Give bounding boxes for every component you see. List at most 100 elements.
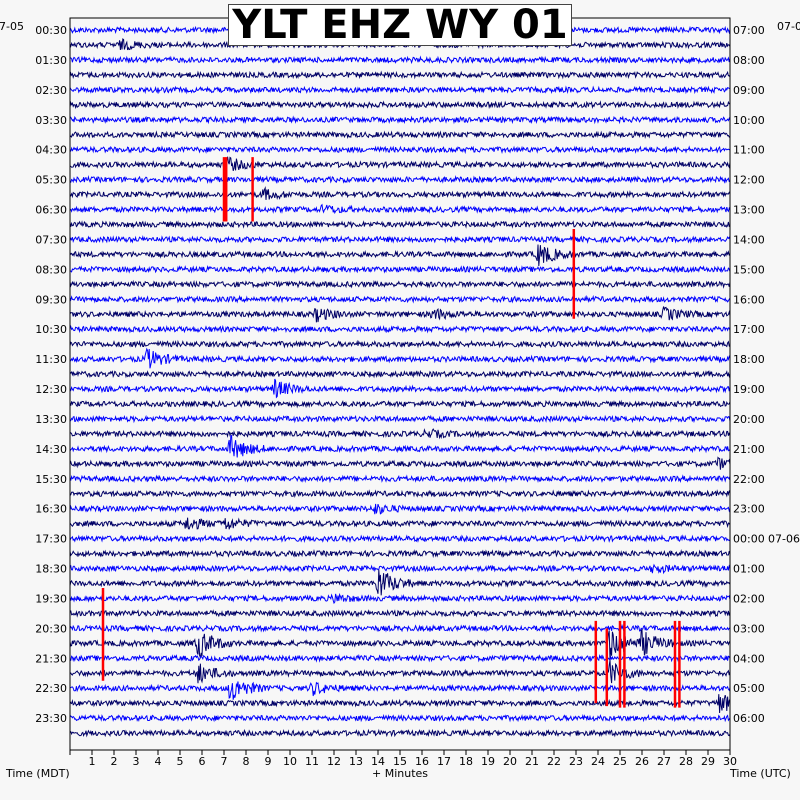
right-time-label: 06:00 — [733, 712, 765, 725]
left-time-label: 23:30 — [35, 712, 67, 725]
x-tick-label: 23 — [569, 755, 583, 768]
left-time-label: 03:30 — [35, 114, 67, 127]
trace-line — [69, 100, 731, 110]
right-time-label: 00:00 — [733, 533, 765, 546]
x-tick-label: 9 — [265, 755, 272, 768]
x-tick-label: 28 — [679, 755, 693, 768]
left-time-label: 18:30 — [35, 563, 67, 576]
trace-line — [69, 414, 731, 424]
right-time-label: 17:00 — [733, 323, 765, 336]
trace-line — [69, 347, 731, 369]
x-tick-label: 18 — [459, 755, 473, 768]
x-tick-label: 22 — [547, 755, 561, 768]
trace-line — [69, 203, 731, 215]
x-axis-ticks: 1 2 3 4 5 6 7 8 9 10 11 12 13 14 15 16 17 18 19 20 21 22 23 24 2… — [69, 750, 737, 768]
left-time-label: 13:30 — [35, 413, 67, 426]
trace-line — [69, 244, 731, 267]
seismic-traces — [69, 25, 731, 738]
left-time-label: 08:30 — [35, 263, 67, 276]
x-tick-label: 3 — [133, 755, 140, 768]
x-tick-label: 29 — [701, 755, 715, 768]
trace-line — [69, 55, 731, 65]
x-tick-label: 14 — [371, 755, 385, 768]
trace-line — [69, 130, 731, 140]
trace-line — [69, 534, 731, 544]
right-axis-title: Time (UTC) — [729, 767, 791, 780]
right-time-label: 23:00 — [733, 503, 765, 516]
x-tick-label: 30 — [723, 755, 737, 768]
trace-line — [69, 434, 731, 458]
trace-line — [69, 569, 731, 596]
left-time-label: 01:30 — [35, 54, 67, 67]
left-time-label: 02:30 — [35, 84, 67, 97]
x-tick-label: 15 — [393, 755, 407, 768]
left-time-label: 22:30 — [35, 682, 67, 695]
trace-line — [69, 145, 731, 155]
x-tick-label: 11 — [305, 755, 319, 768]
trace-line — [69, 563, 731, 575]
left-time-label: 12:30 — [35, 383, 67, 396]
trace-line — [69, 220, 731, 229]
right-time-label: 22:00 — [733, 473, 765, 486]
left-time-label: 20:30 — [35, 622, 67, 635]
right-time-label: 01:00 — [733, 563, 765, 576]
trace-line — [69, 85, 731, 95]
left-time-label: 11:30 — [35, 353, 67, 366]
left-time-label: 17:30 — [35, 533, 67, 546]
left-time-label: 16:30 — [35, 503, 67, 516]
trace-line — [69, 549, 731, 559]
trace-line — [69, 592, 731, 605]
trace-line — [69, 713, 731, 723]
left-time-label: 07:30 — [35, 233, 67, 246]
right-time-label: 08:00 — [733, 54, 765, 67]
left-time-label: 04:30 — [35, 144, 67, 157]
left-time-label: 14:30 — [35, 443, 67, 456]
left-date-label: 07-05 — [0, 20, 24, 33]
right-time-label: 18:00 — [733, 353, 765, 366]
trace-line — [69, 694, 731, 714]
trace-line — [69, 681, 731, 700]
x-tick-label: 19 — [481, 755, 495, 768]
trace-line — [69, 115, 731, 125]
left-axis-title: Time (MDT) — [5, 767, 70, 780]
trace-line — [69, 660, 731, 684]
trace-line — [69, 70, 731, 80]
x-tick-label: 1 — [89, 755, 96, 768]
left-time-label: 06:30 — [35, 204, 67, 217]
left-time-label: 09:30 — [35, 293, 67, 306]
trace-line — [69, 306, 731, 323]
left-time-label: 10:30 — [35, 323, 67, 336]
trace-line — [69, 324, 731, 334]
right-date-top-label: 07-06 — [777, 20, 800, 33]
right-time-label: 19:00 — [733, 383, 765, 396]
trace-line — [69, 399, 731, 409]
right-time-label: 13:00 — [733, 204, 765, 217]
x-tick-label: 8 — [243, 755, 250, 768]
x-tick-label: 6 — [199, 755, 206, 768]
right-time-label: 03:00 — [733, 622, 765, 635]
left-time-label: 19:30 — [35, 592, 67, 605]
right-time-label: 04:00 — [733, 652, 765, 665]
x-tick-label: 16 — [415, 755, 429, 768]
x-tick-label: 20 — [503, 755, 517, 768]
x-tick-label: 4 — [155, 755, 162, 768]
right-time-label: 07:00 — [733, 24, 765, 37]
left-time-label: 15:30 — [35, 473, 67, 486]
right-time-labels: 07:00 08:00 09:00 10:00 11:00 12:00 13:00 14:00… — [733, 24, 765, 725]
right-time-label: 02:00 — [733, 592, 765, 605]
right-time-label: 05:00 — [733, 682, 765, 695]
x-tick-label: 27 — [657, 755, 671, 768]
right-date-change-label: 07-06 — [768, 533, 800, 546]
trace-line — [69, 489, 731, 498]
trace-line — [69, 503, 731, 515]
trace-line — [69, 609, 731, 618]
right-time-label: 10:00 — [733, 114, 765, 127]
left-time-label: 00:30 — [35, 24, 67, 37]
trace-line — [69, 623, 731, 633]
right-time-label: 09:00 — [733, 84, 765, 97]
trace-line — [69, 653, 731, 663]
right-time-label: 14:00 — [733, 233, 765, 246]
trace-line — [69, 378, 731, 399]
x-tick-label: 5 — [177, 755, 184, 768]
